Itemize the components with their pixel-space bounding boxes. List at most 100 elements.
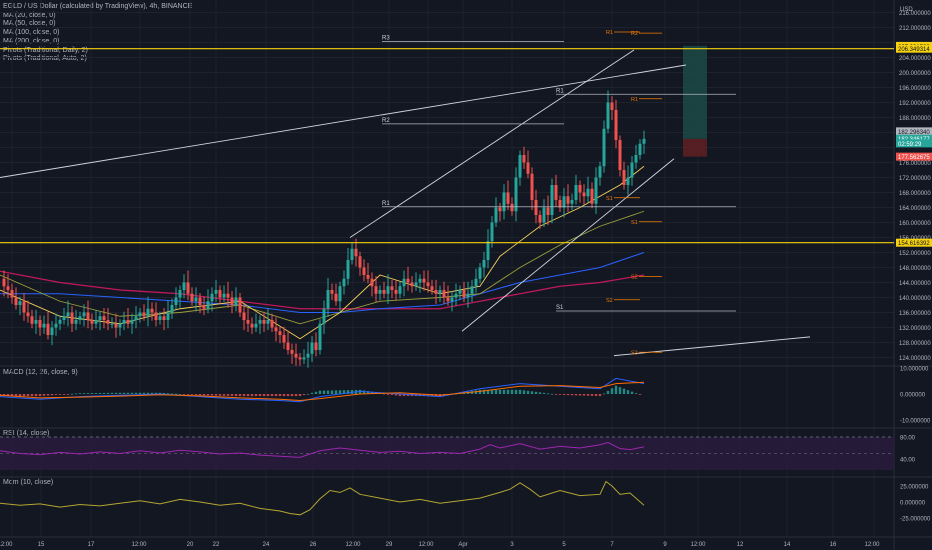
- candle-body: [78, 316, 82, 320]
- macd-histogram-bar: [578, 394, 582, 396]
- candle-body: [394, 290, 398, 294]
- macd-histogram-bar: [290, 394, 294, 397]
- macd-histogram-bar: [318, 390, 322, 394]
- pivot-auto-label: S2: [606, 298, 613, 304]
- candle-body: [118, 323, 122, 328]
- macd-histogram-bar: [502, 389, 506, 394]
- candle-body: [470, 286, 474, 294]
- candle-body: [262, 320, 266, 324]
- price-tick-label: 196.000000: [899, 86, 931, 92]
- macd-histogram-bar: [34, 394, 38, 397]
- candle-body: [454, 293, 458, 298]
- price-tick-label: 148.000000: [899, 266, 931, 272]
- macd-histogram-bar: [478, 389, 482, 394]
- candle-body: [626, 177, 630, 185]
- indicator-pivots-daily[interactable]: Pivots (Traditional, Daily, 2): [3, 46, 88, 54]
- price-label-text: 206.349314: [898, 47, 930, 53]
- candle-body: [354, 248, 358, 257]
- macd-histogram-bar: [166, 393, 170, 395]
- macd-histogram-bar: [542, 392, 546, 394]
- time-tick-label: Apr: [458, 542, 467, 548]
- time-tick-label: 16: [830, 542, 837, 548]
- macd-histogram-bar: [274, 394, 278, 397]
- candle-body: [270, 320, 274, 328]
- candle-body: [422, 278, 426, 283]
- time-tick-label: 9: [663, 542, 667, 548]
- candle-body: [570, 200, 574, 204]
- candle-body: [234, 297, 238, 305]
- candle-body: [150, 308, 154, 313]
- candle-body: [478, 267, 482, 279]
- candle-body: [58, 320, 62, 324]
- momentum-line: [0, 480, 645, 516]
- price-tick-label: 168.000000: [899, 191, 931, 197]
- macd-histogram-bar: [638, 394, 642, 395]
- candle-body: [226, 293, 230, 298]
- macd-histogram-bar: [618, 387, 622, 394]
- candles: [2, 90, 646, 368]
- candle-body: [314, 342, 318, 350]
- macd-histogram-bar: [398, 394, 402, 397]
- candle-body: [66, 312, 70, 317]
- macd-histogram-bar: [338, 390, 342, 394]
- candle-body: [590, 188, 594, 204]
- indicator-ma200[interactable]: MA (200, close, 0): [3, 37, 60, 45]
- macd-histogram-bar: [554, 394, 558, 395]
- indicator-ma100[interactable]: MA (100, close, 0): [3, 29, 60, 37]
- price-label-bg: [896, 44, 932, 53]
- macd-histogram-bar: [174, 393, 178, 395]
- macd-histogram-bar: [134, 392, 138, 394]
- candle-body: [2, 278, 6, 287]
- price-label-bg: [896, 134, 932, 143]
- macd-histogram-bar: [526, 390, 530, 394]
- price-tick-label: 204.000000: [899, 56, 931, 62]
- candle-body: [158, 316, 162, 320]
- price-tick-label: 124.000000: [899, 356, 931, 362]
- macd-tick-label: -10.000000: [900, 419, 931, 425]
- macd-histogram-bar: [486, 389, 490, 394]
- macd-histogram-bar: [6, 394, 10, 397]
- indicator-ma50[interactable]: MA (50, close, 0): [3, 20, 56, 28]
- candle-body: [206, 301, 210, 309]
- candle-body: [142, 312, 146, 317]
- candle-body: [74, 320, 78, 324]
- candle-body: [350, 248, 354, 260]
- trendline: [349, 49, 635, 238]
- rsi-pane-title[interactable]: RSI (14, close): [3, 430, 50, 437]
- time-tick-label: 14: [784, 542, 791, 548]
- price-tick-label: 160.000000: [899, 221, 931, 227]
- macd-histogram-bar: [262, 394, 266, 397]
- candle-body: [334, 293, 338, 302]
- candle-body: [446, 297, 450, 302]
- candle-body: [38, 320, 42, 328]
- macd-histogram-bar: [18, 394, 22, 397]
- candle-body: [146, 308, 150, 317]
- candle-body: [18, 301, 22, 305]
- macd-histogram-bar: [394, 394, 398, 396]
- pivot-daily-label: R1: [556, 88, 564, 94]
- indicator-ma20[interactable]: MA (20, close, 0): [3, 11, 56, 19]
- macd-histogram-bar: [626, 390, 630, 394]
- candle-body: [602, 128, 606, 167]
- main-legend: EGLD / US Dollar (calculated by TradingV…: [3, 3, 192, 64]
- candle-body: [94, 320, 98, 324]
- symbol-title[interactable]: EGLD / US Dollar (calculated by TradingV…: [3, 3, 193, 10]
- macd-pane-title[interactable]: MACD (12, 26, close, 9): [3, 369, 78, 376]
- macd-histogram-bar: [126, 392, 130, 394]
- macd-histogram-bar: [602, 393, 606, 395]
- mom-pane-title[interactable]: Mom (10, close): [3, 479, 54, 486]
- candle-body: [238, 297, 242, 313]
- candle-body: [482, 260, 486, 268]
- candle-body: [410, 282, 414, 287]
- mom-tick-label: 0.000000: [900, 501, 926, 507]
- indicator-pivots-auto[interactable]: Pivots (Traditional, Auto, 2): [3, 55, 87, 63]
- macd-histogram-bar: [70, 393, 74, 395]
- pivot-auto-label: R2: [631, 31, 638, 37]
- price-label-bg: [896, 152, 932, 161]
- candle-body: [378, 290, 382, 294]
- macd-histogram-bar: [158, 392, 162, 394]
- time-tick-label: 20: [187, 542, 194, 548]
- pivot-auto-label: S3: [631, 350, 638, 356]
- candle-body: [90, 320, 94, 324]
